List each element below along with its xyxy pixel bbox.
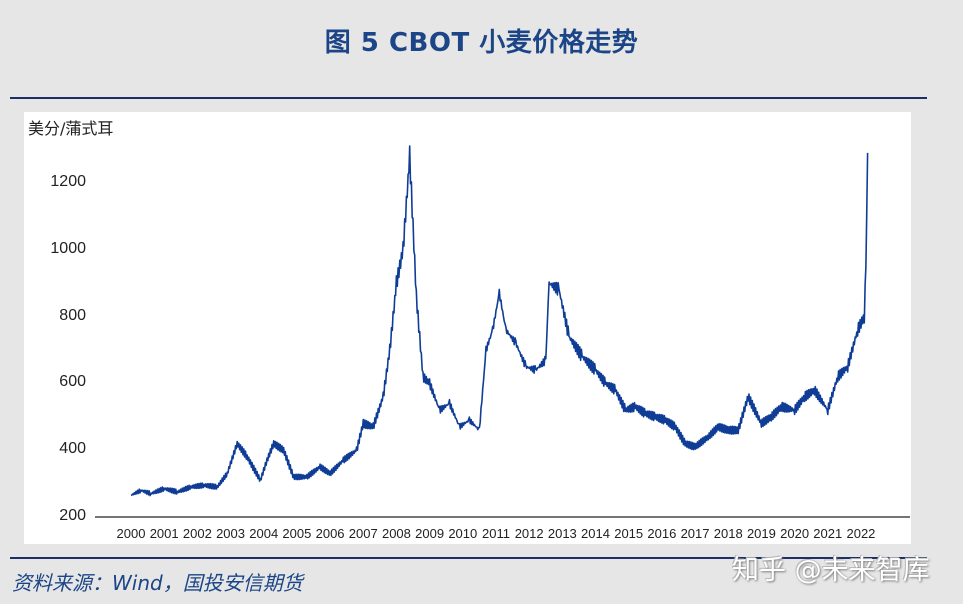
wheat-price-line [130, 145, 869, 497]
figure-title: 图 5 CBOT 小麦价格走势 [324, 28, 639, 58]
y-tick-label: 200 [59, 507, 86, 524]
x-tick-label: 2003 [216, 526, 245, 541]
x-tick-label: 2004 [249, 526, 279, 541]
x-tick-label: 2016 [647, 526, 677, 541]
x-tick-label: 2005 [282, 526, 312, 541]
x-tick-label: 2015 [614, 526, 644, 541]
y-tick-label: 600 [59, 373, 86, 391]
x-tick-label: 2020 [780, 526, 810, 541]
y-tick-label: 800 [59, 306, 86, 324]
x-tick-label: 2012 [514, 526, 544, 541]
y-tick-label: 1000 [50, 239, 86, 257]
x-tick-label: 2009 [415, 526, 445, 541]
x-tick-label: 2013 [547, 526, 577, 541]
x-tick-label: 2008 [381, 526, 411, 541]
x-tick-label: 2001 [149, 526, 179, 541]
x-tick-label: 2019 [746, 526, 776, 541]
bottom-divider [10, 557, 927, 559]
chart-panel [24, 112, 911, 544]
x-tick-label: 2002 [182, 526, 212, 541]
x-tick-label: 2011 [481, 526, 510, 541]
x-tick-label: 2021 [813, 526, 843, 541]
top-divider [10, 97, 927, 99]
x-tick-label: 2018 [713, 526, 743, 541]
y-axis-unit-label: 美分/蒲式耳 [28, 119, 114, 138]
source-note: 资料来源：Wind，国投安信期货 [12, 571, 303, 595]
y-tick-label: 1200 [50, 173, 86, 190]
watermark: 知乎 @未来智库 [732, 555, 930, 586]
x-tick-label: 2022 [846, 526, 876, 541]
y-tick-label: 400 [59, 440, 86, 458]
x-tick-label: 2000 [116, 526, 146, 541]
x-tick-label: 2014 [581, 526, 610, 541]
x-tick-label: 2017 [680, 526, 710, 541]
x-tick-label: 2007 [348, 526, 378, 541]
x-tick-label: 2006 [315, 526, 345, 541]
x-tick-label: 2010 [448, 526, 478, 541]
